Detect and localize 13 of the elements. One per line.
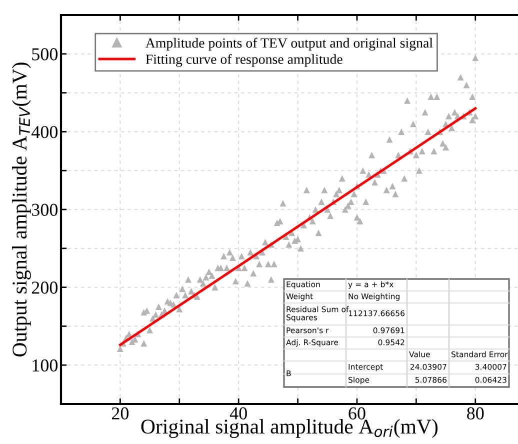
x-tick-label: 40: [230, 407, 247, 420]
x-tick-label: 20: [112, 407, 129, 420]
y-tick-label: 100: [32, 359, 58, 372]
y-tick-label: 300: [32, 204, 58, 216]
y-axis-title: Output signal amplitude A$_{TEV}$(mV): [12, 62, 31, 356]
y-tick-label: 200: [32, 282, 58, 294]
legend-label: Fitting curve of response amplitude: [146, 54, 342, 67]
y-tick-label: 500: [32, 48, 58, 60]
x-tick-label: 80: [467, 407, 484, 420]
x-axis-title: Original signal amplitude A$_{ori}$(mV): [141, 418, 438, 438]
y-tick-label: 400: [31, 126, 58, 138]
x-tick-label: 60: [348, 407, 366, 420]
legend-label: Amplitude points of TEV output and original signal: [146, 38, 433, 51]
